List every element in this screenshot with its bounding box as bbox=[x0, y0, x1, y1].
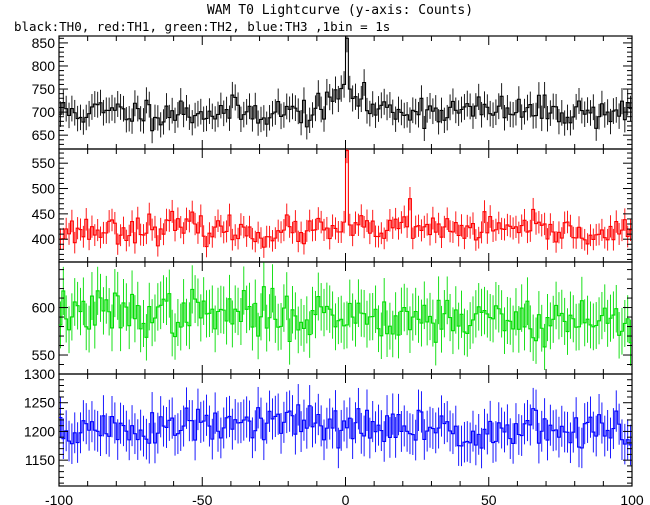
y-tick-label: 750 bbox=[32, 81, 56, 97]
y-tick-label: 450 bbox=[32, 206, 56, 222]
series-th1 bbox=[59, 149, 632, 258]
y-tick-label: 700 bbox=[32, 104, 56, 120]
x-tick-label: 100 bbox=[620, 492, 644, 505]
x-tick-label: -50 bbox=[192, 492, 212, 505]
panel-th1: 400 450 500 550 bbox=[32, 148, 633, 263]
series-line bbox=[59, 286, 632, 348]
chart-title: WAM T0 Lightcurve (y-axis: Counts) bbox=[207, 3, 473, 18]
series-th2 bbox=[59, 262, 632, 370]
series-th3 bbox=[59, 384, 632, 469]
y-tick-label: 400 bbox=[32, 231, 56, 247]
x-tick-label: 0 bbox=[342, 492, 350, 505]
y-tick-label: 500 bbox=[32, 181, 56, 197]
y-tick-label: 800 bbox=[32, 58, 56, 74]
panels-group: 6507007508008504004505005505506001150120… bbox=[24, 35, 644, 505]
x-tick-label: -100 bbox=[45, 492, 73, 505]
y-tick-label: 600 bbox=[32, 300, 56, 316]
x-tick-label: 50 bbox=[481, 492, 497, 505]
y-tick-label: 650 bbox=[32, 127, 56, 143]
chart-subtitle: black:TH0, red:TH1, green:TH2, blue:TH3 … bbox=[14, 19, 390, 34]
y-tick-label: 850 bbox=[32, 35, 56, 51]
series-line bbox=[59, 149, 632, 248]
series-line bbox=[59, 404, 632, 449]
y-tick-label: 1250 bbox=[24, 395, 55, 411]
panel-th0: 650 700 750 800 850 bbox=[32, 35, 633, 150]
y-tick-label: 550 bbox=[32, 155, 56, 171]
panel-th2: 550 600 bbox=[32, 261, 633, 375]
series-line bbox=[59, 37, 632, 132]
panel-th3: 1150 1200 1250 1300 bbox=[24, 366, 633, 487]
series-th0 bbox=[59, 36, 632, 144]
y-tick-label: 1300 bbox=[24, 366, 55, 382]
y-tick-label: 1150 bbox=[25, 452, 55, 468]
y-tick-label: 1200 bbox=[24, 423, 55, 439]
y-tick-label: 550 bbox=[32, 347, 56, 363]
